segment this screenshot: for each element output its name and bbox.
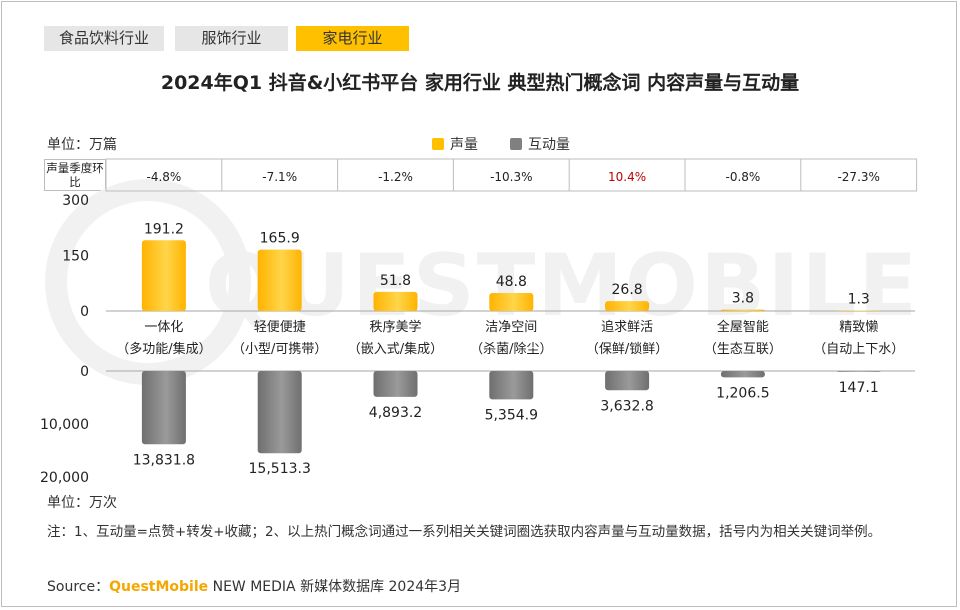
tab-apparel[interactable]: 服饰行业: [175, 26, 288, 51]
volume-data-label: 51.8: [380, 273, 411, 289]
volume-data-label: 191.2: [144, 221, 184, 237]
source-brand: QuestMobile: [109, 579, 209, 595]
category-sublabel: （自动上下水）: [813, 342, 904, 357]
tab-food-beverage[interactable]: 食品饮料行业: [44, 26, 164, 51]
qoq-value: -4.8%: [146, 170, 181, 184]
chart-title: 2024年Q1 抖音&小红书平台 家用行业 典型热门概念词 内容声量与互动量: [160, 72, 800, 94]
footnote: 注：1、互动量=点赞+转发+收藏；2、以上热门概念词通过一系列相关关键词圈选获取…: [47, 524, 882, 540]
volume-data-label: 26.8: [612, 282, 643, 298]
legend-label-interaction: 互动量: [528, 137, 570, 153]
interaction-bar: [720, 371, 765, 378]
volume-data-label: 1.3: [848, 292, 870, 308]
interaction-bar: [373, 371, 418, 397]
category-sublabel: （生态互联）: [704, 342, 782, 357]
volume-bar: [373, 291, 418, 311]
interaction-bar: [605, 371, 650, 391]
interaction-data-label: 147.1: [839, 380, 879, 396]
category-label: 一体化: [144, 320, 183, 335]
volume-bar: [141, 240, 186, 311]
interaction-data-label: 13,831.8: [133, 452, 195, 468]
volume-bar: [720, 309, 765, 311]
volume-data-label: 3.8: [732, 291, 754, 307]
qoq-value: -1.2%: [378, 170, 413, 184]
interaction-data-label: 3,632.8: [600, 398, 653, 414]
y-tick-volume: 0: [80, 304, 89, 320]
category-label: 秩序美学: [369, 319, 421, 335]
y-tick-interaction: 10,000: [40, 417, 89, 433]
watermark: QUESTMOBILE: [45, 179, 919, 385]
category-label: 追求鲜活: [601, 319, 653, 335]
interaction-bar: [489, 371, 534, 400]
interaction-data-label: 15,513.3: [249, 461, 311, 477]
category-sublabel: （小型/可携带）: [232, 341, 327, 357]
interaction-bar: [257, 371, 302, 454]
category-label: 全屋智能: [717, 319, 769, 335]
qoq-value: 10.4%: [608, 170, 646, 184]
tab-home-appliance[interactable]: 家电行业: [296, 26, 409, 51]
interaction-bar: [141, 371, 186, 445]
legend-label-volume: 声量: [450, 137, 478, 153]
unit-top-label: 单位：万篇: [47, 137, 117, 153]
source-prefix: Source：: [47, 579, 110, 595]
category-label: 轻便便捷: [254, 320, 306, 335]
volume-data-label: 48.8: [496, 274, 527, 290]
y-tick-volume: 300: [62, 193, 89, 209]
qoq-value: -7.1%: [262, 170, 297, 184]
category-sublabel: （保鲜/锁鲜）: [586, 341, 668, 357]
volume-bar: [257, 249, 302, 311]
watermark-text: QUESTMOBILE: [205, 236, 919, 336]
category-sublabel: （嵌入式/集成）: [348, 341, 443, 357]
category-sublabel: （多功能/集成）: [116, 341, 211, 357]
y-tick-volume: 150: [62, 249, 89, 265]
unit-bottom-label: 单位：万次: [47, 495, 117, 511]
qoq-value: -10.3%: [490, 170, 532, 184]
legend-swatch-interaction: [510, 138, 522, 150]
category-label: 精致懒: [839, 320, 878, 335]
legend-item-interaction: 互动量: [510, 134, 570, 154]
category-sublabel: （杀菌/除尘）: [470, 342, 552, 357]
source-line: Source：QuestMobile NEW MEDIA 新媒体数据库 2024…: [47, 576, 461, 596]
volume-bar: [836, 310, 881, 312]
legend-swatch-volume: [432, 138, 444, 150]
qoq-value: -0.8%: [725, 170, 760, 184]
interaction-data-label: 4,893.2: [369, 405, 422, 421]
category-label: 洁净空间: [485, 320, 537, 335]
y-tick-interaction: 20,000: [40, 470, 89, 486]
interaction-bar: [836, 371, 881, 372]
volume-bar: [605, 301, 650, 311]
qoq-table-border: [105, 158, 918, 192]
legend-item-volume: 声量: [432, 134, 478, 154]
volume-bar: [489, 292, 534, 311]
volume-data-label: 165.9: [260, 231, 300, 247]
interaction-data-label: 5,354.9: [485, 407, 538, 423]
qoq-value: -27.3%: [837, 170, 879, 184]
y-tick-interaction: 0: [80, 364, 89, 380]
source-suffix: NEW MEDIA 新媒体数据库 2024年3月: [208, 579, 462, 595]
interaction-data-label: 1,206.5: [716, 385, 769, 401]
